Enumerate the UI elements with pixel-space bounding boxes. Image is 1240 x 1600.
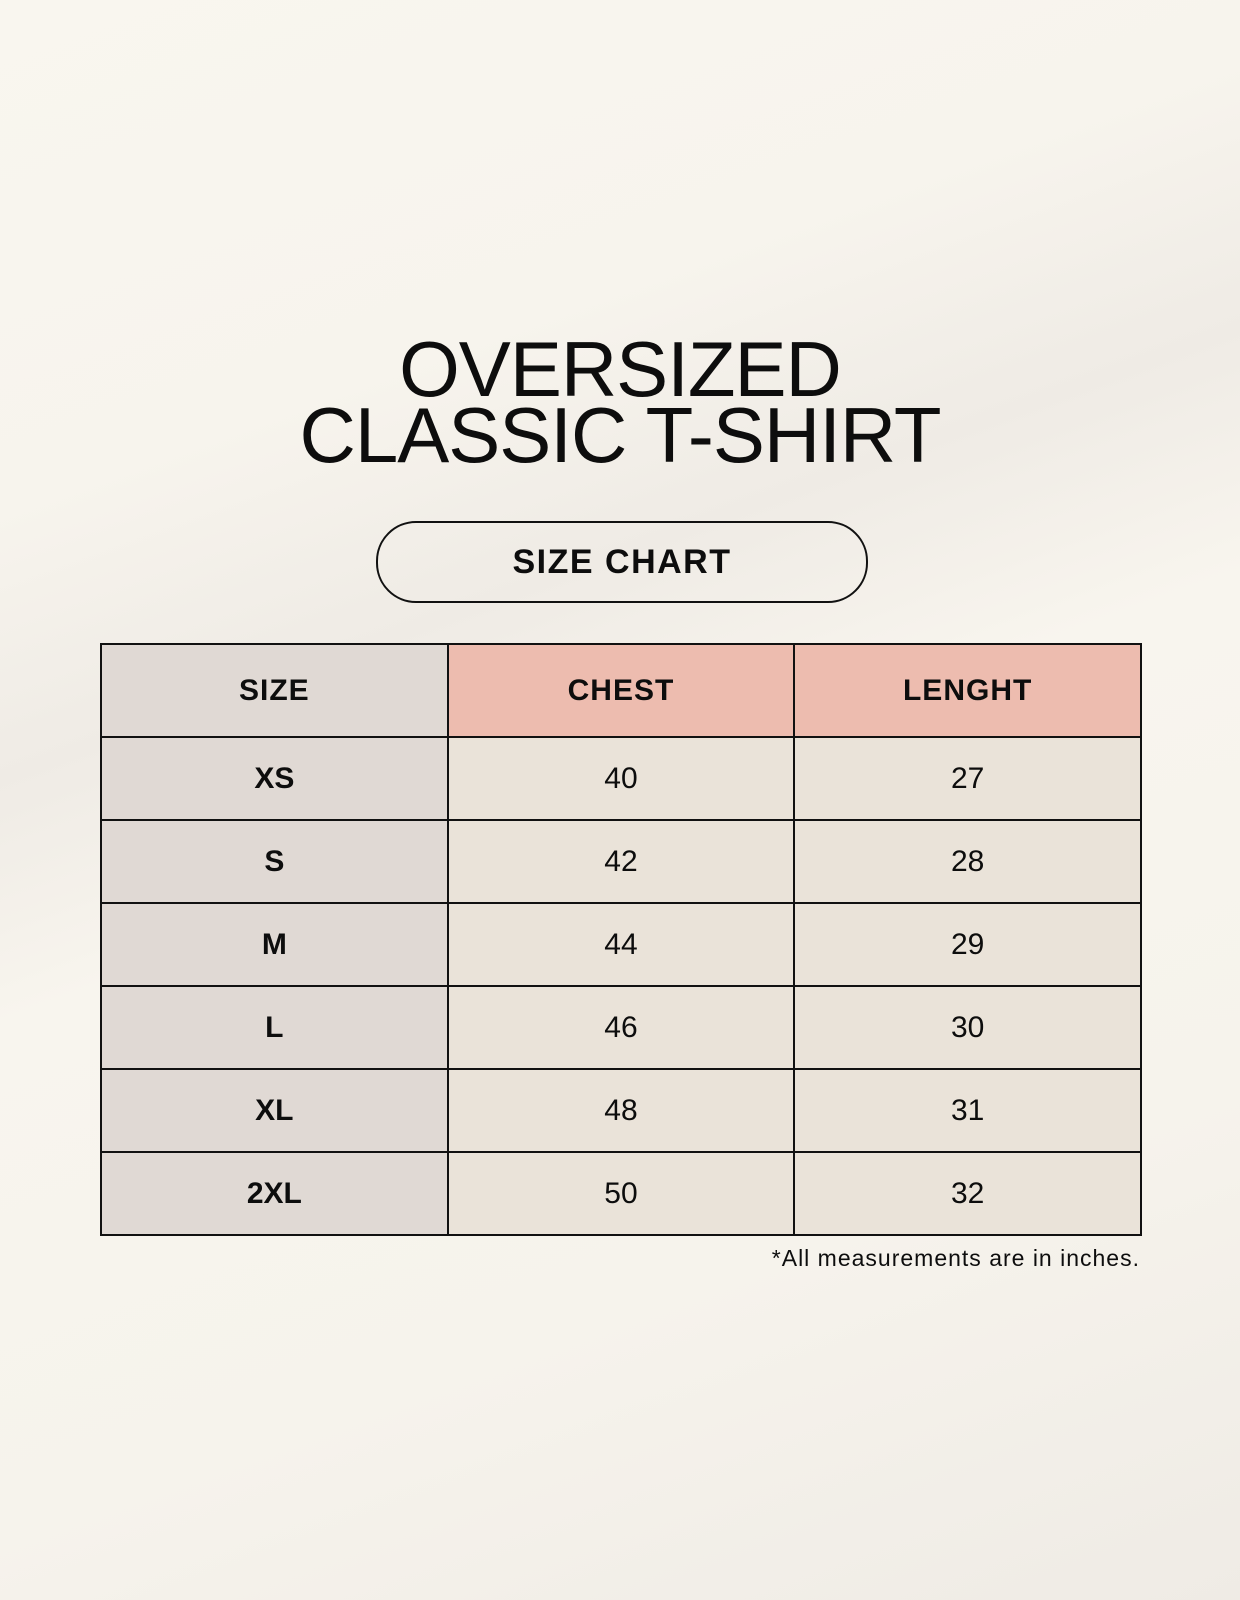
cell-chest: 50 bbox=[446, 1151, 796, 1236]
size-table: SIZE CHEST LENGHT XS 40 27 S 42 28 M 44 29 L 46 30 X… bbox=[100, 643, 1142, 1236]
table-row: XL 48 31 bbox=[100, 1068, 1142, 1153]
header-length: LENGHT bbox=[793, 643, 1142, 738]
table-row: XS 40 27 bbox=[100, 736, 1142, 821]
page-title: OVERSIZED CLASSIC T-SHIRT bbox=[0, 325, 1240, 479]
size-chart-label: SIZE CHART bbox=[376, 521, 868, 603]
cell-chest: 42 bbox=[446, 819, 796, 904]
cell-size: L bbox=[100, 985, 449, 1070]
cell-length: 32 bbox=[793, 1151, 1142, 1236]
cell-size: XS bbox=[100, 736, 449, 821]
cell-length: 31 bbox=[793, 1068, 1142, 1153]
cell-length: 28 bbox=[793, 819, 1142, 904]
cell-size: M bbox=[100, 902, 449, 987]
table-row: S 42 28 bbox=[100, 819, 1142, 904]
cell-size: 2XL bbox=[100, 1151, 449, 1236]
table-header-row: SIZE CHEST LENGHT bbox=[100, 643, 1142, 738]
cell-chest: 44 bbox=[446, 902, 796, 987]
table-row: L 46 30 bbox=[100, 985, 1142, 1070]
header-chest: CHEST bbox=[446, 643, 796, 738]
cell-length: 30 bbox=[793, 985, 1142, 1070]
cell-chest: 46 bbox=[446, 985, 796, 1070]
title-line-2: CLASSIC T-SHIRT bbox=[299, 391, 942, 479]
cell-size: XL bbox=[100, 1068, 449, 1153]
title-line-1: OVERSIZED bbox=[399, 325, 842, 413]
cell-size: S bbox=[100, 819, 449, 904]
cell-chest: 40 bbox=[446, 736, 796, 821]
cell-chest: 48 bbox=[446, 1068, 796, 1153]
table-row: M 44 29 bbox=[100, 902, 1142, 987]
cell-length: 27 bbox=[793, 736, 1142, 821]
table-row: 2XL 50 32 bbox=[100, 1151, 1142, 1236]
footnote: *All measurements are in inches. bbox=[771, 1245, 1140, 1271]
cell-length: 29 bbox=[793, 902, 1142, 987]
header-size: SIZE bbox=[100, 643, 449, 738]
